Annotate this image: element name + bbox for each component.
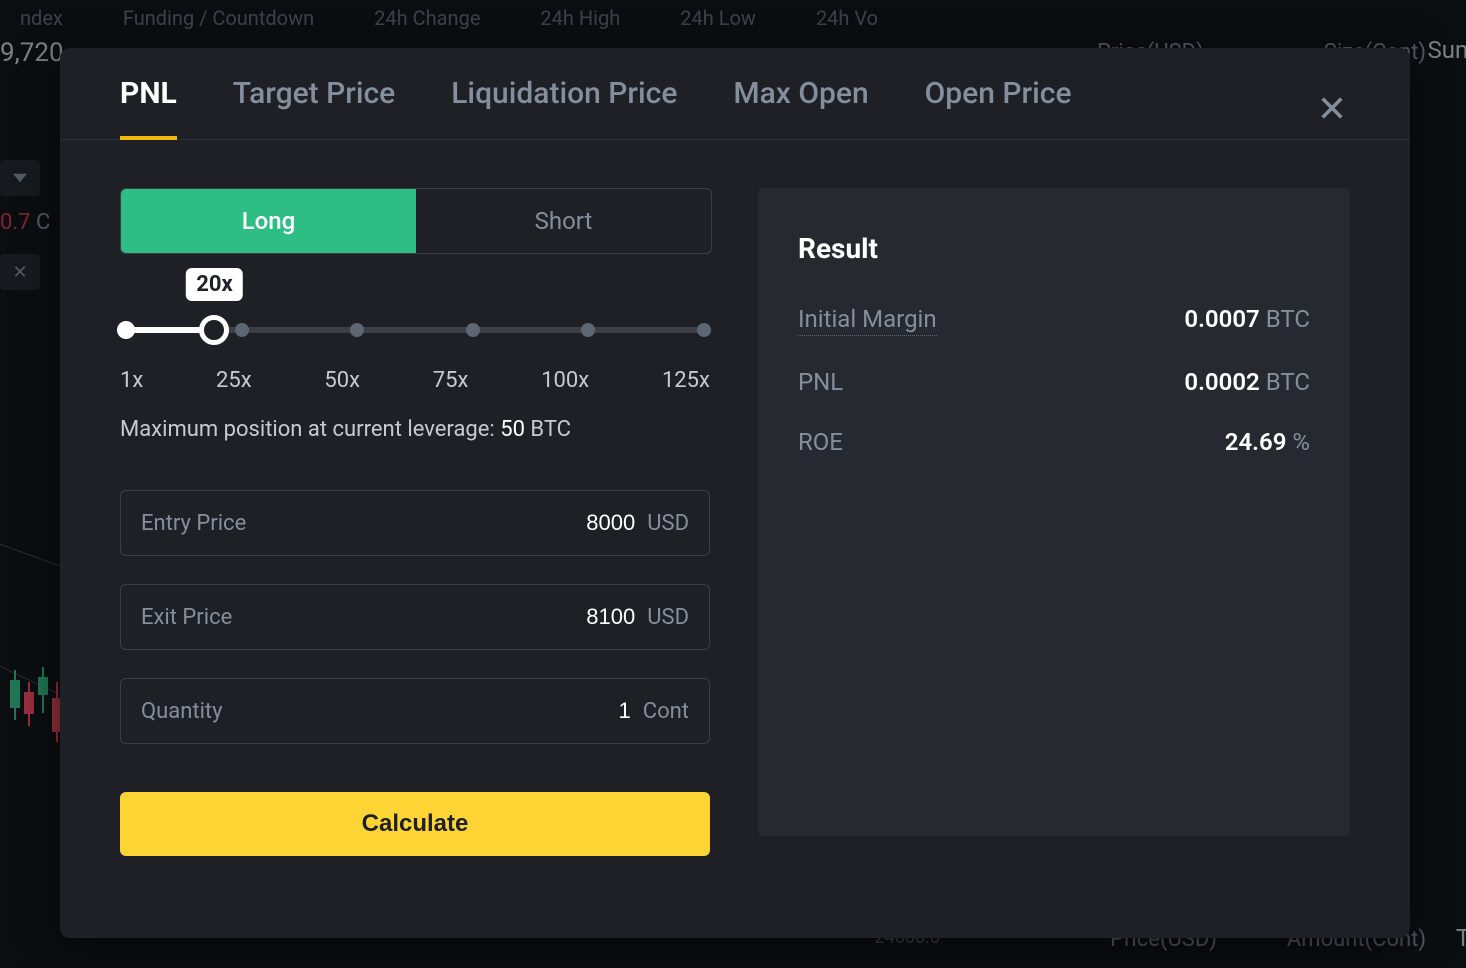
bg-label: 24h Change (374, 6, 480, 30)
pnl-unit: BTC (1266, 368, 1310, 396)
tab-open-price[interactable]: Open Price (925, 76, 1072, 139)
calculate-button[interactable]: Calculate (120, 792, 710, 856)
bg-label: Funding / Countdown (123, 6, 314, 30)
bg-label: 24h High (540, 6, 620, 30)
tab-liquidation-price[interactable]: Liquidation Price (451, 76, 677, 139)
quantity-field[interactable]: Quantity Cont (120, 678, 710, 744)
bg-price-fragment: 9,720 (0, 38, 64, 68)
roe-unit: % (1292, 428, 1310, 456)
exit-price-field[interactable]: Exit Price USD (120, 584, 710, 650)
initial-margin-value: 0.0007 (1184, 305, 1259, 333)
bg-sum-label: Sum (1427, 36, 1466, 64)
bg-label: 24h Vo (816, 6, 878, 30)
roe-value: 24.69 (1225, 428, 1287, 456)
bg-close-box: ✕ (0, 254, 40, 290)
short-button[interactable]: Short (416, 189, 711, 253)
exit-price-input[interactable] (232, 603, 637, 631)
slider-thumb[interactable] (199, 315, 229, 345)
exit-price-label: Exit Price (141, 605, 232, 630)
slider-label: 75x (433, 368, 469, 393)
bg-dropdown (0, 160, 40, 196)
close-icon (1318, 94, 1346, 122)
entry-price-unit: USD (647, 511, 689, 536)
max-position-text: Maximum position at current leverage: 50… (120, 417, 710, 442)
slider-stop (466, 323, 480, 337)
tab-bar: PNL Target Price Liquidation Price Max O… (60, 48, 1410, 140)
initial-margin-label: Initial Margin (798, 305, 937, 336)
result-row-pnl: PNL 0.0002BTC (798, 368, 1310, 396)
position-side-toggle: Long Short (120, 188, 712, 254)
bg-change-fragment: 0.7 C (0, 210, 50, 235)
slider-label: 1x (120, 368, 143, 393)
slider-stop (235, 323, 249, 337)
tab-target-price[interactable]: Target Price (233, 76, 395, 139)
leverage-slider[interactable]: 20x (120, 310, 710, 350)
bg-top-labels: ndex Funding / Countdown 24h Change 24h … (0, 6, 1466, 30)
quantity-label: Quantity (141, 699, 223, 724)
tab-max-open[interactable]: Max Open (733, 76, 868, 139)
slider-stop (117, 321, 135, 339)
entry-price-field[interactable]: Entry Price USD (120, 490, 710, 556)
slider-label: 125x (662, 368, 710, 393)
quantity-unit: Cont (643, 699, 689, 724)
initial-margin-unit: BTC (1266, 305, 1310, 333)
calculator-inputs: Long Short 20x 1x 25x 50x 75x 100x 125x … (120, 188, 710, 856)
pnl-value: 0.0002 (1184, 368, 1259, 396)
quantity-input[interactable] (223, 697, 633, 725)
close-button[interactable] (1314, 90, 1350, 126)
bg-label: ndex (20, 6, 63, 30)
slider-stop (697, 323, 711, 337)
calculator-modal: PNL Target Price Liquidation Price Max O… (60, 48, 1410, 938)
result-row-roe: ROE 24.69% (798, 428, 1310, 456)
entry-price-input[interactable] (246, 509, 637, 537)
slider-label: 50x (324, 368, 360, 393)
bg-ti-label: Ti (1456, 924, 1466, 952)
result-title: Result (798, 232, 1310, 265)
tab-pnl[interactable]: PNL (120, 76, 177, 139)
pnl-label: PNL (798, 368, 843, 396)
bg-label: 24h Low (680, 6, 756, 30)
slider-label: 25x (216, 368, 252, 393)
long-button[interactable]: Long (121, 189, 416, 253)
slider-labels: 1x 25x 50x 75x 100x 125x (120, 368, 710, 393)
result-row-initial-margin: Initial Margin 0.0007BTC (798, 305, 1310, 336)
slider-label: 100x (541, 368, 589, 393)
roe-label: ROE (798, 428, 843, 456)
result-panel: Result Initial Margin 0.0007BTC PNL 0.00… (758, 188, 1350, 836)
slider-stop (350, 323, 364, 337)
slider-stop (581, 323, 595, 337)
exit-price-unit: USD (647, 605, 689, 630)
entry-price-label: Entry Price (141, 511, 246, 536)
leverage-badge: 20x (186, 268, 242, 301)
